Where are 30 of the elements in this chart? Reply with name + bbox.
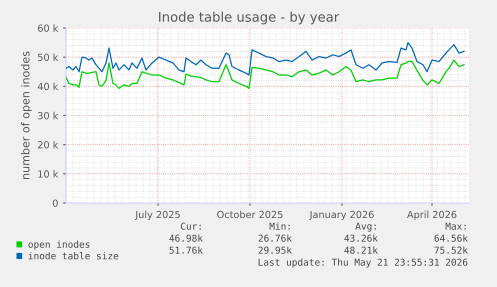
y-tick-label: 0 (52, 199, 58, 207)
text: Min: (270, 222, 290, 230)
legend-label: open inodes (28, 240, 90, 250)
text: Last update: Thu May 21 23:55:31 2026 (258, 258, 468, 268)
text: Cur: (180, 222, 201, 230)
x-tick-label: October 2025 (217, 210, 283, 218)
y-tick-label: 10 k (38, 170, 58, 178)
y-tick-label: 50 k (38, 53, 58, 61)
text: 75.52k (434, 246, 468, 254)
text: 26.76k (258, 234, 292, 242)
y-tick-label: 20 k (38, 140, 58, 148)
y-tick-label: 40 k (38, 82, 58, 90)
line-series (66, 59, 465, 89)
y-axis-title: number of open inodes (20, 52, 32, 179)
x-tick-label: July 2025 (134, 210, 180, 220)
x-tick-label: January 2026 (309, 210, 374, 220)
text: 43.26k (344, 234, 378, 242)
line-series (66, 42, 465, 76)
y-tick-label: 60 k (38, 24, 58, 32)
text: Avg: (355, 222, 376, 232)
text: 46.98k (169, 234, 203, 242)
text: Max: (446, 222, 466, 230)
legend-label: inode table size (28, 252, 118, 260)
text: 29.95k (258, 246, 292, 254)
text: 51.76k (170, 246, 203, 254)
text: 64.56k (434, 234, 468, 242)
y-tick-label: 30 k (38, 112, 58, 120)
text: 48.21k (344, 246, 378, 254)
x-tick-label: April 2026 (407, 210, 456, 220)
chart-title: Inode table usage - by year (159, 12, 340, 24)
